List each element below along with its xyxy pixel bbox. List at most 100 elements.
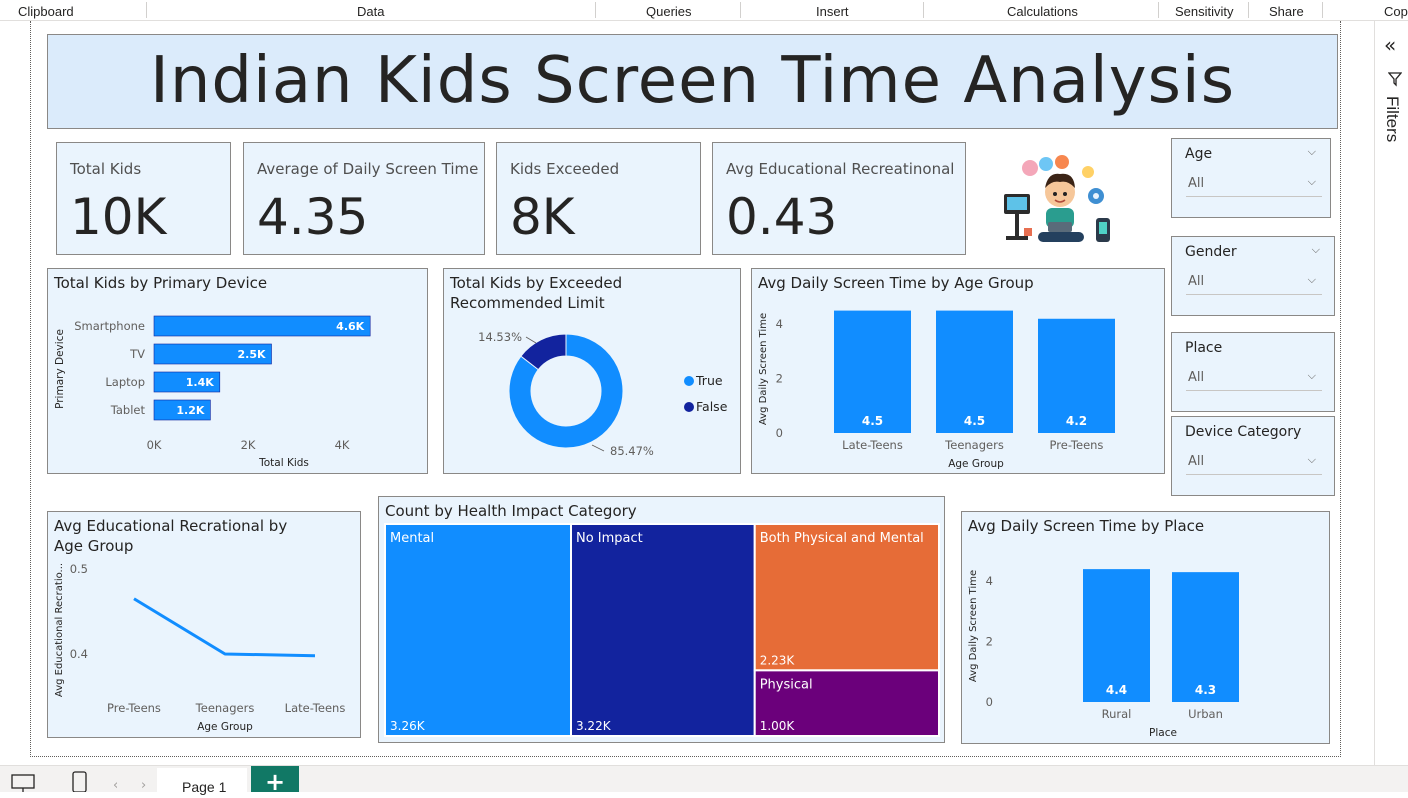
data-label: 4.5	[862, 414, 883, 428]
y-axis-title: Avg Daily Screen Time	[968, 570, 979, 682]
slicer-title: Device Category	[1185, 424, 1302, 440]
bar	[834, 310, 911, 433]
x-tick-label: Teenagers	[195, 701, 255, 715]
page-tab-label: Page 1	[182, 779, 227, 795]
kpi-label: Kids Exceeded	[510, 160, 620, 178]
legend-label: True	[695, 373, 723, 388]
ribbon-group-share[interactable]: Share	[1269, 4, 1304, 19]
ribbon-group-data[interactable]: Data	[357, 4, 385, 19]
data-label: 2.5K	[237, 348, 265, 361]
treemap-tile	[569, 523, 756, 737]
x-axis-title: Age Group	[948, 458, 1004, 470]
data-label: 2.23K	[760, 653, 796, 667]
visual-total-kids-by-device[interactable]: Total Kids by Primary Device Smartphone 4…	[47, 268, 428, 474]
ribbon-group-queries[interactable]: Queries	[646, 4, 692, 19]
visual-title: Avg Daily Screen Time by Place	[968, 517, 1205, 535]
desktop-view-icon[interactable]	[11, 773, 37, 792]
kpi-value: 10K	[70, 188, 167, 246]
chevron-left-icon[interactable]: ‹	[113, 778, 119, 793]
tile-label: No Impact	[576, 531, 643, 546]
filters-pane[interactable]	[1374, 21, 1408, 765]
filters-pane-label[interactable]: Filters	[1383, 96, 1402, 143]
data-label: 4.5	[964, 414, 985, 428]
y-axis-title: Primary Device	[54, 329, 66, 409]
chevron-down-icon[interactable]: ⌵	[1307, 453, 1316, 466]
series-line	[133, 597, 316, 658]
visual-avg-screen-time-by-age[interactable]: Avg Daily Screen Time by Age Group 0 2 4 4.…	[751, 268, 1165, 474]
kpi-card-total-kids[interactable]: Total Kids 10K	[56, 142, 231, 255]
treemap-tile	[384, 523, 572, 737]
kpi-label: Avg Educational Recreatinonal	[726, 160, 955, 178]
plus-icon: +	[264, 768, 286, 796]
chevron-down-icon[interactable]: ⌵	[1307, 369, 1316, 382]
ribbon-group-insert[interactable]: Insert	[816, 4, 849, 19]
kpi-card-avg-screen-time[interactable]: Average of Daily Screen Time 4.35	[243, 142, 485, 255]
ribbon-separator	[1158, 2, 1159, 18]
kpi-card-avg-educational[interactable]: Avg Educational Recreatinonal 0.43	[712, 142, 966, 255]
leader-line	[591, 444, 605, 452]
x-tick-label: Late-Teens	[842, 438, 903, 452]
add-page-button[interactable]: +	[251, 766, 299, 796]
slicer-title: Place	[1185, 340, 1223, 356]
slicer-gender[interactable]: Gender ⌵ All ⌵	[1171, 236, 1335, 316]
bar	[153, 315, 371, 337]
visual-total-kids-by-exceeded[interactable]: Total Kids by Exceeded Recommended Limit…	[443, 268, 741, 474]
y-tick-label: 0.5	[70, 562, 88, 576]
visual-count-by-health-impact[interactable]: Count by Health Impact Category Mental 3.…	[378, 496, 945, 743]
bar	[153, 343, 272, 365]
kpi-card-kids-exceeded[interactable]: Kids Exceeded 8K	[496, 142, 701, 255]
slicer-value: All	[1188, 176, 1205, 191]
slicer-title: Age	[1185, 146, 1213, 162]
filter-icon	[1388, 72, 1402, 87]
slicer-dropdown[interactable]: All ⌵	[1186, 365, 1322, 391]
legend-marker	[684, 376, 694, 386]
treemap-tile	[753, 523, 940, 672]
slicer-dropdown[interactable]: All ⌵	[1186, 171, 1322, 197]
y-tick-label: Tablet	[110, 403, 146, 417]
chevron-down-icon[interactable]: ⌵	[1307, 145, 1316, 158]
chevron-right-icon[interactable]: ›	[141, 778, 147, 793]
y-tick-label: Laptop	[105, 375, 145, 389]
page-tab-page-1[interactable]: Page 1	[157, 768, 247, 795]
chevron-down-icon[interactable]: ⌵	[1311, 243, 1320, 256]
x-tick-label: Late-Teens	[285, 701, 346, 715]
x-tick-label: Pre-Teens	[1050, 438, 1104, 452]
ribbon-group-calculations[interactable]: Calculations	[1007, 4, 1078, 19]
slicer-value: All	[1188, 274, 1205, 289]
slicer-place[interactable]: Place All ⌵	[1171, 332, 1335, 412]
bar	[936, 310, 1013, 433]
ribbon-group-sensitivity[interactable]: Sensitivity	[1175, 4, 1234, 19]
slicer-value: All	[1188, 454, 1205, 469]
collapse-pane-icon[interactable]: «	[1384, 33, 1397, 57]
slicer-dropdown[interactable]: All ⌵	[1186, 269, 1322, 295]
health-impact-treemap: Mental 3.26K No Impact 3.22K Both Physical a…	[384, 523, 940, 737]
x-tick-label: Urban	[1188, 707, 1223, 721]
chevron-down-icon[interactable]: ⌵	[1307, 273, 1316, 286]
report-title-banner: Indian Kids Screen Time Analysis	[47, 34, 1338, 129]
educational-line-chart: 0.4 0.5 Pre-Teens Teenagers Late-Teens Age Gr…	[54, 562, 346, 733]
ribbon-group-clipboard[interactable]: Clipboard	[18, 4, 74, 19]
slicer-age[interactable]: Age ⌵ All ⌵	[1171, 138, 1331, 218]
chevron-down-icon[interactable]: ⌵	[1307, 175, 1316, 188]
visual-avg-screen-time-by-place[interactable]: Avg Daily Screen Time by Place 0 2 4 4.4 Rur…	[961, 511, 1330, 744]
ribbon-group-copilot[interactable]: Copi	[1384, 4, 1408, 19]
y-tick-label: 0	[776, 426, 783, 440]
data-label: 3.26K	[390, 719, 426, 733]
bar	[153, 399, 211, 421]
visual-title: Avg Daily Screen Time by Age Group	[758, 274, 1034, 292]
data-label: 1.2K	[176, 404, 204, 417]
slicer-dropdown[interactable]: All ⌵	[1186, 449, 1322, 475]
visual-avg-educational-by-age[interactable]: Avg Educational Recrational by Age Group…	[47, 511, 361, 738]
bar	[1172, 572, 1239, 702]
exceeded-donut-chart: 85.47% 14.53% True False	[478, 330, 728, 458]
mobile-view-icon[interactable]	[71, 771, 89, 792]
slicer-device-category[interactable]: Device Category All ⌵	[1171, 416, 1335, 496]
y-tick-label: 2	[776, 372, 783, 386]
legend-label: False	[696, 399, 728, 414]
y-tick-label: Smartphone	[74, 319, 145, 333]
data-label: 85.47%	[610, 444, 654, 458]
y-tick-label: 0	[986, 695, 993, 709]
kpi-value: 4.35	[257, 188, 369, 246]
legend-marker	[684, 402, 694, 412]
kpi-label: Total Kids	[70, 160, 142, 178]
